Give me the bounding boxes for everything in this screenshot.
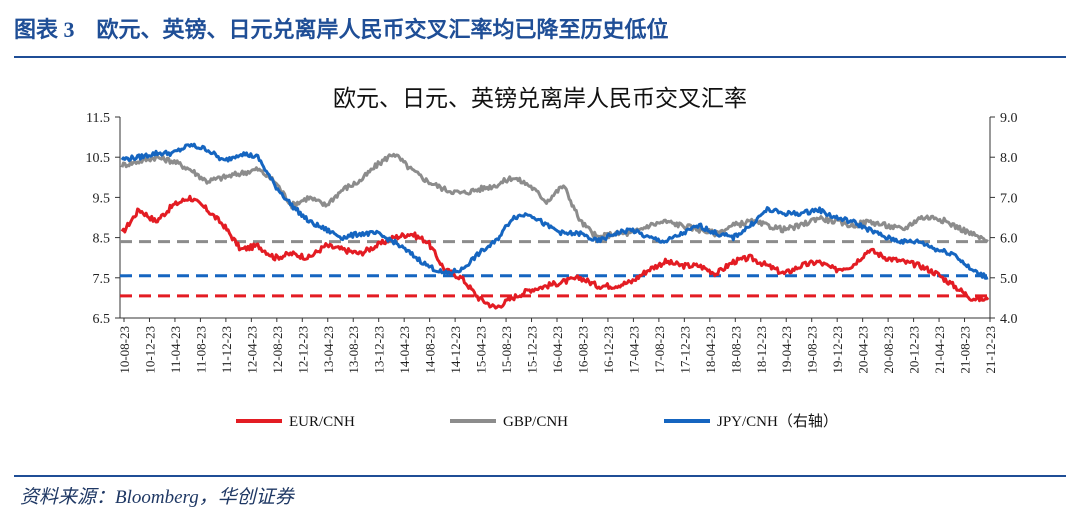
legend-label: EUR/CNH bbox=[289, 414, 355, 430]
x-tick-label: 20-12-23 bbox=[907, 326, 922, 374]
x-tick-label: 11-08-23 bbox=[193, 326, 208, 373]
x-tick-label: 12-04-23 bbox=[244, 326, 259, 374]
x-tick-label: 19-12-23 bbox=[830, 326, 845, 374]
header-divider bbox=[14, 56, 1066, 58]
left-tick-label: 7.5 bbox=[93, 272, 111, 287]
x-tick-label: 16-12-23 bbox=[601, 326, 616, 374]
x-tick-label: 21-12-23 bbox=[983, 326, 998, 374]
x-tick-label: 19-04-23 bbox=[779, 326, 794, 374]
x-tick-label: 21-08-23 bbox=[958, 326, 973, 374]
x-tick-label: 11-04-23 bbox=[168, 326, 183, 373]
series-line-2 bbox=[120, 142, 989, 280]
x-tick-label: 21-04-23 bbox=[932, 326, 947, 374]
x-tick-label: 20-08-23 bbox=[881, 326, 896, 374]
figure-label: 图表 3 bbox=[14, 17, 75, 42]
right-tick-label: 4.0 bbox=[1000, 312, 1018, 327]
left-tick-label: 8.5 bbox=[93, 232, 111, 247]
left-tick-label: 10.5 bbox=[86, 151, 111, 166]
x-tick-label: 12-12-23 bbox=[295, 326, 310, 374]
x-tick-label: 13-04-23 bbox=[321, 326, 336, 374]
legend-label: GBP/CNH bbox=[503, 414, 568, 430]
series-line-0 bbox=[120, 194, 990, 310]
x-tick-label: 17-12-23 bbox=[677, 326, 692, 374]
x-tick-label: 16-08-23 bbox=[575, 326, 590, 374]
x-tick-label: 14-04-23 bbox=[397, 326, 412, 374]
x-tick-label: 18-04-23 bbox=[703, 326, 718, 374]
source-note: 资料来源：Bloomberg，华创证券 bbox=[20, 487, 294, 508]
x-tick-label: 16-04-23 bbox=[550, 326, 565, 374]
x-tick-label: 15-08-23 bbox=[499, 326, 514, 374]
x-tick-label: 13-08-23 bbox=[346, 326, 361, 374]
x-tick-label: 10-12-23 bbox=[142, 326, 157, 374]
chart-axes: 11.5 10.5 9.5 8.5 7.5 6.5 9.0 8.0 7.0 6.0 5.0 4.0 10… bbox=[86, 111, 1018, 374]
right-tick-label: 9.0 bbox=[1000, 111, 1018, 126]
chart-legend: EUR/CNH GBP/CNH JPY/CNH（右轴） bbox=[236, 413, 838, 430]
left-tick-label: 6.5 bbox=[93, 312, 111, 327]
figure-header: 图表 3 欧元、英镑、日元兑离岸人民币交叉汇率均已降至历史低位 bbox=[14, 8, 669, 48]
x-tick-label: 18-12-23 bbox=[754, 326, 769, 374]
x-tick-label: 20-04-23 bbox=[856, 326, 871, 374]
x-tick-label: 12-08-23 bbox=[270, 326, 285, 374]
x-tick-label: 13-12-23 bbox=[372, 326, 387, 374]
legend-label: JPY/CNH（右轴） bbox=[717, 413, 838, 430]
right-tick-label: 7.0 bbox=[1000, 191, 1018, 206]
chart-title: 欧元、日元、英镑兑离岸人民币交叉汇率 bbox=[333, 86, 747, 111]
reference-lines bbox=[120, 240, 990, 298]
x-tick-label: 11-12-23 bbox=[219, 326, 234, 373]
x-tick-label: 14-12-23 bbox=[448, 326, 463, 374]
x-tick-label: 15-12-23 bbox=[525, 326, 540, 374]
series-lines bbox=[120, 142, 990, 310]
left-tick-label: 9.5 bbox=[93, 191, 111, 206]
x-tick-label: 17-08-23 bbox=[652, 326, 667, 374]
right-tick-label: 6.0 bbox=[1000, 232, 1018, 247]
x-tick-label: 15-04-23 bbox=[474, 326, 489, 374]
x-tick-label: 17-04-23 bbox=[626, 326, 641, 374]
footer-divider bbox=[14, 475, 1066, 477]
left-tick-label: 11.5 bbox=[86, 111, 110, 126]
x-tick-label: 14-08-23 bbox=[423, 326, 438, 374]
x-tick-label: 10-08-23 bbox=[117, 326, 132, 374]
right-tick-label: 5.0 bbox=[1000, 272, 1018, 287]
x-tick-label: 18-08-23 bbox=[728, 326, 743, 374]
figure-caption: 欧元、英镑、日元兑离岸人民币交叉汇率均已降至历史低位 bbox=[96, 17, 669, 42]
x-tick-label: 19-08-23 bbox=[805, 326, 820, 374]
right-tick-label: 8.0 bbox=[1000, 151, 1018, 166]
